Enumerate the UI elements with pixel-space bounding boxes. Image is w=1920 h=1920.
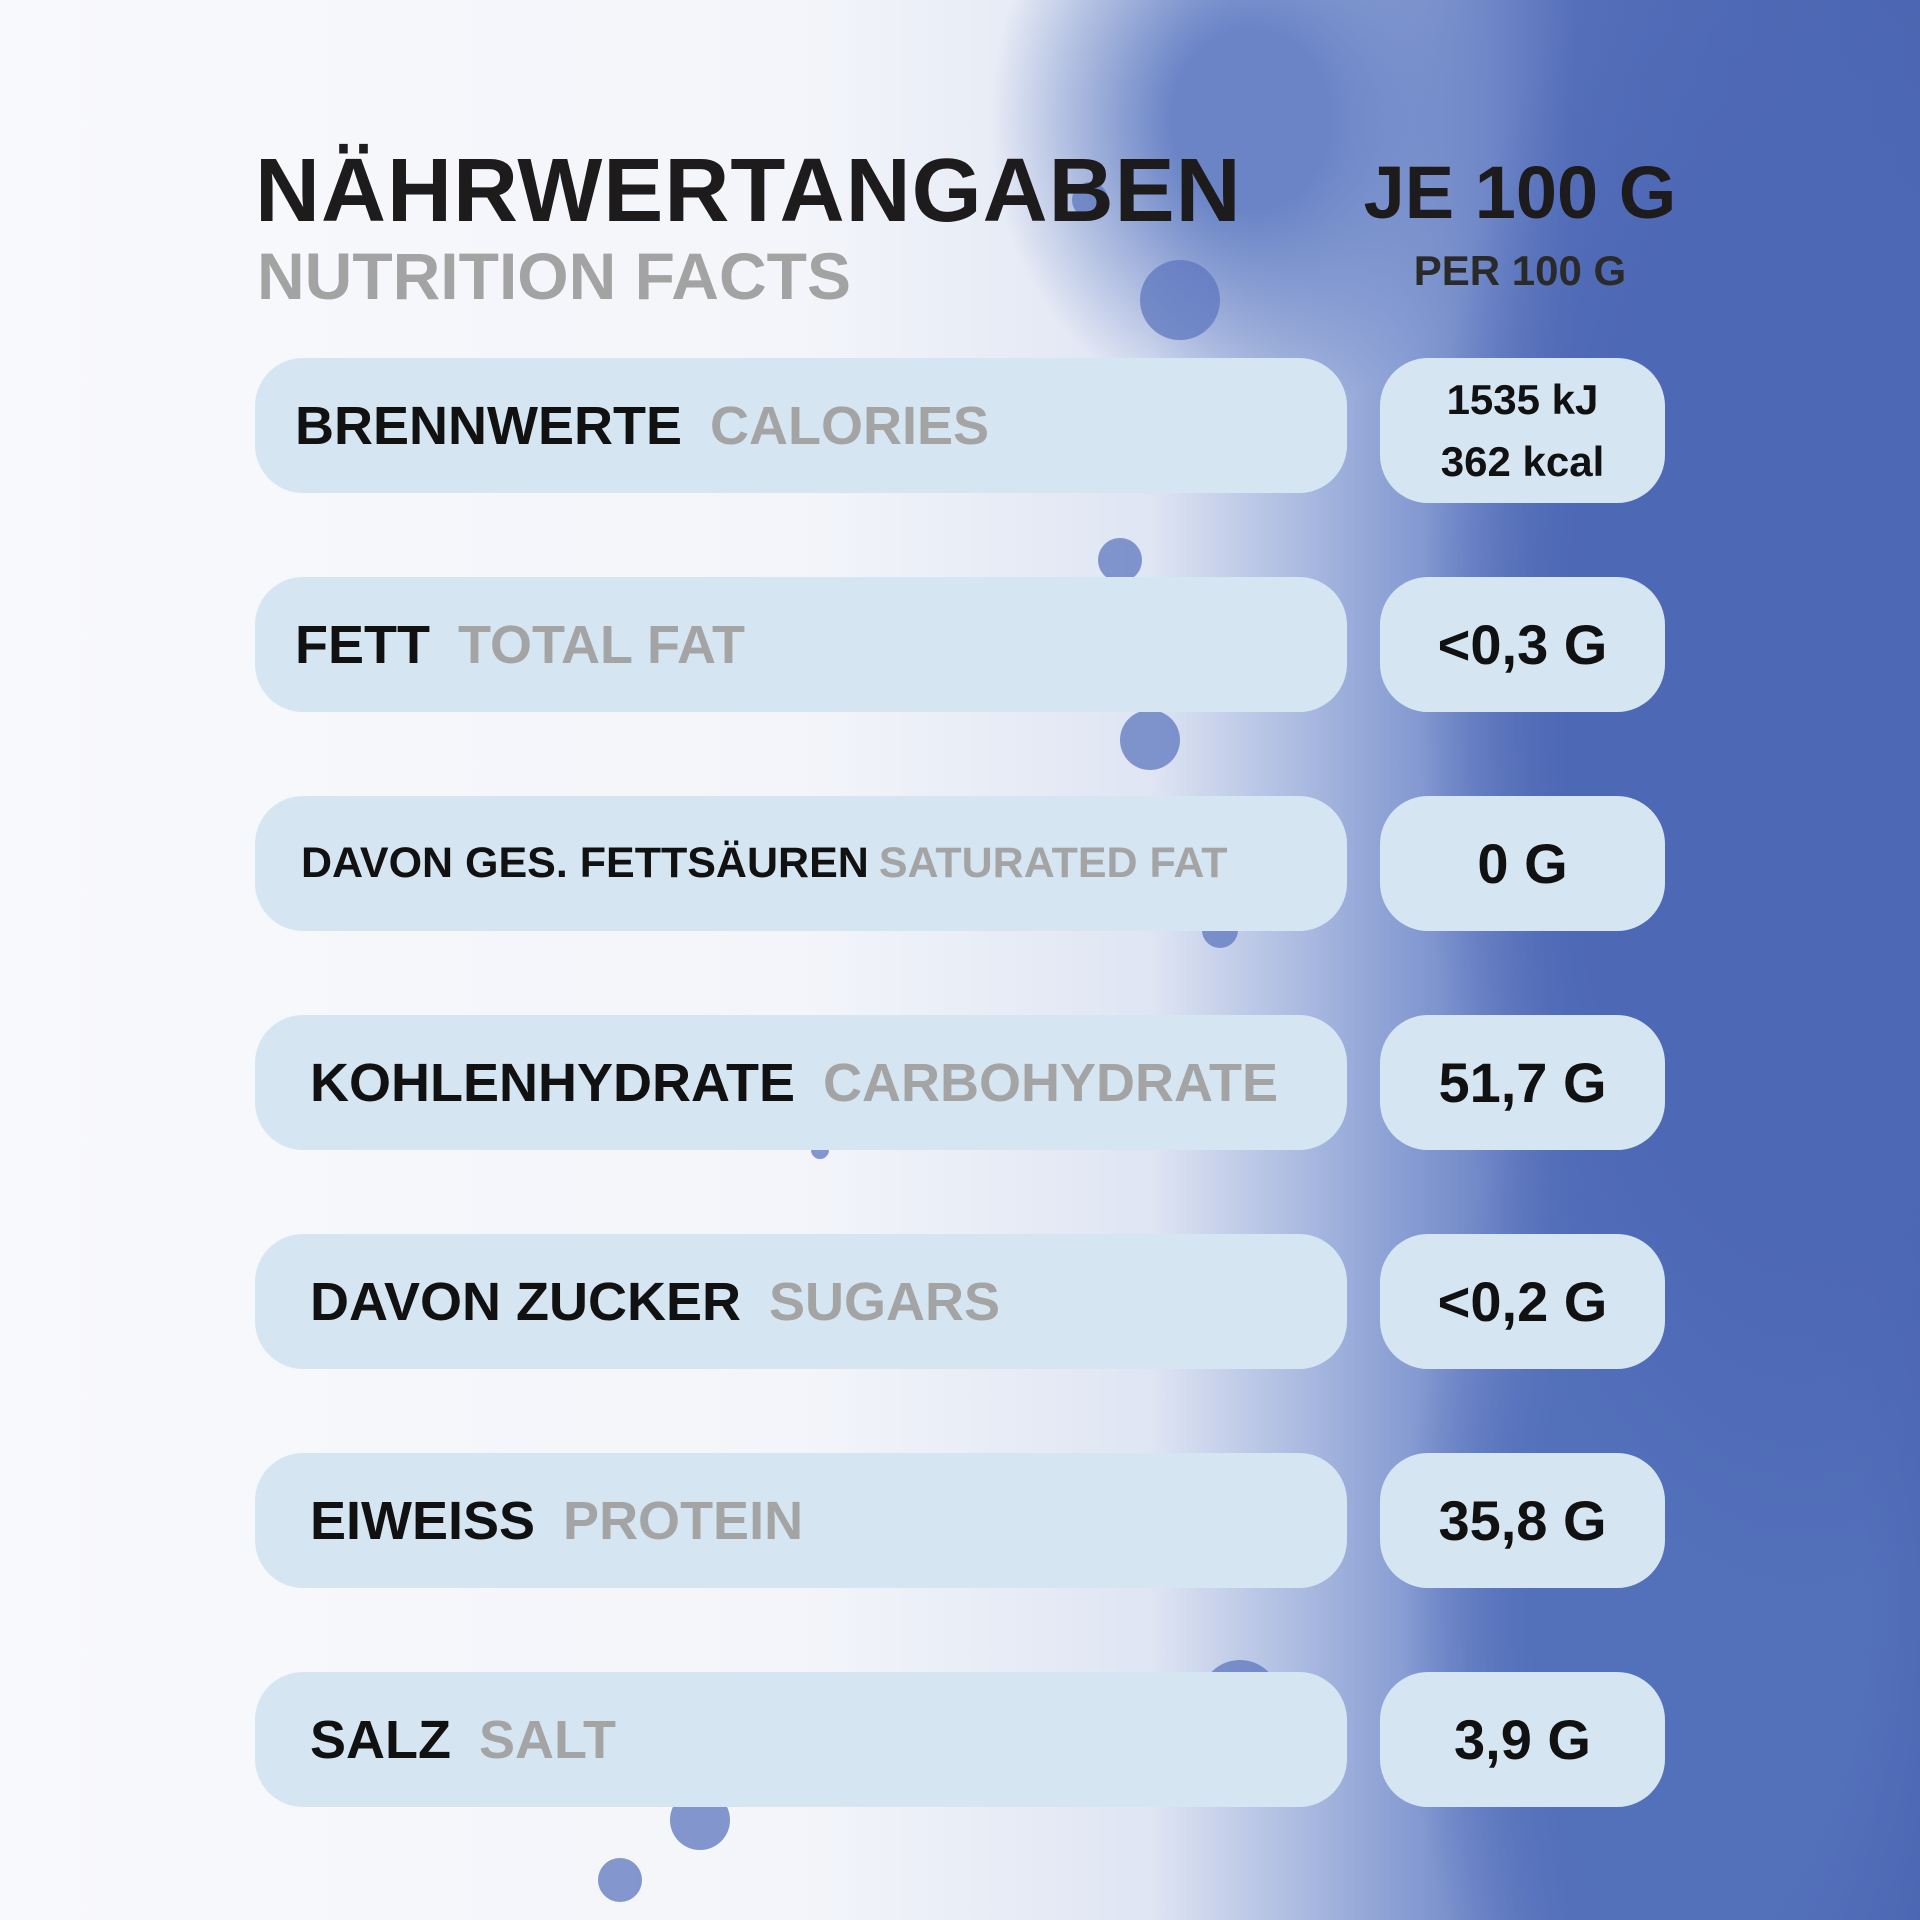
subtitle: NUTRITION FACTS (257, 239, 851, 313)
row-label-pill: SALZ SALT (255, 1672, 1347, 1807)
value-pill: 1535 kJ 362 kcal (1380, 358, 1665, 503)
label-en: SALT (479, 1709, 616, 1770)
per-title: JE 100 G (1363, 151, 1677, 234)
label-en: SATURATED FAT (878, 839, 1228, 887)
label-de: BRENNWERTE (295, 395, 682, 456)
title: NÄHRWERTANGABEN (255, 141, 1242, 241)
value-pill: 51,7 G (1380, 1015, 1665, 1150)
label-de: SALZ (310, 1709, 451, 1770)
value: 362 kcal (1440, 437, 1605, 485)
value: <0,2 G (1437, 1270, 1608, 1333)
row-label-pill: EIWEISS PROTEIN (255, 1453, 1347, 1588)
label-en: PROTEIN (563, 1490, 804, 1551)
label-en: CARBOHYDRATE (823, 1052, 1278, 1113)
value-pill: 35,8 G (1380, 1453, 1665, 1588)
value-pill: <0,3 G (1380, 577, 1665, 712)
row-label-pill: DAVON GES. FETTSÄUREN SATURATED FAT (255, 796, 1347, 931)
value: 0 G (1477, 832, 1568, 895)
row-label-pill: KOHLENHYDRATE CARBOHYDRATE (255, 1015, 1347, 1150)
value-pill: 0 G (1380, 796, 1665, 931)
label-de: EIWEISS (310, 1490, 536, 1551)
label-en: TOTAL FAT (457, 614, 745, 675)
row-label-pill: DAVON ZUCKER SUGARS (255, 1234, 1347, 1369)
value: 35,8 G (1438, 1489, 1607, 1552)
value-pill: 3,9 G (1380, 1672, 1665, 1807)
label-en: SUGARS (769, 1271, 1001, 1332)
value: 3,9 G (1454, 1708, 1591, 1771)
label-de: KOHLENHYDRATE (310, 1052, 795, 1113)
value-pill: <0,2 G (1380, 1234, 1665, 1369)
label-de: DAVON GES. FETTSÄUREN (301, 839, 869, 887)
label-de: FETT (295, 614, 430, 675)
value: 1535 kJ (1446, 375, 1599, 423)
per-subtitle: PER 100 G (1413, 247, 1627, 294)
label-en: CALORIES (710, 395, 990, 456)
row-label-pill: FETT TOTAL FAT (255, 577, 1347, 712)
value: 51,7 G (1438, 1051, 1607, 1114)
row-label-pill: BRENNWERTE CALORIES (255, 358, 1347, 493)
label-de: DAVON ZUCKER (310, 1271, 741, 1332)
value: <0,3 G (1437, 613, 1608, 676)
